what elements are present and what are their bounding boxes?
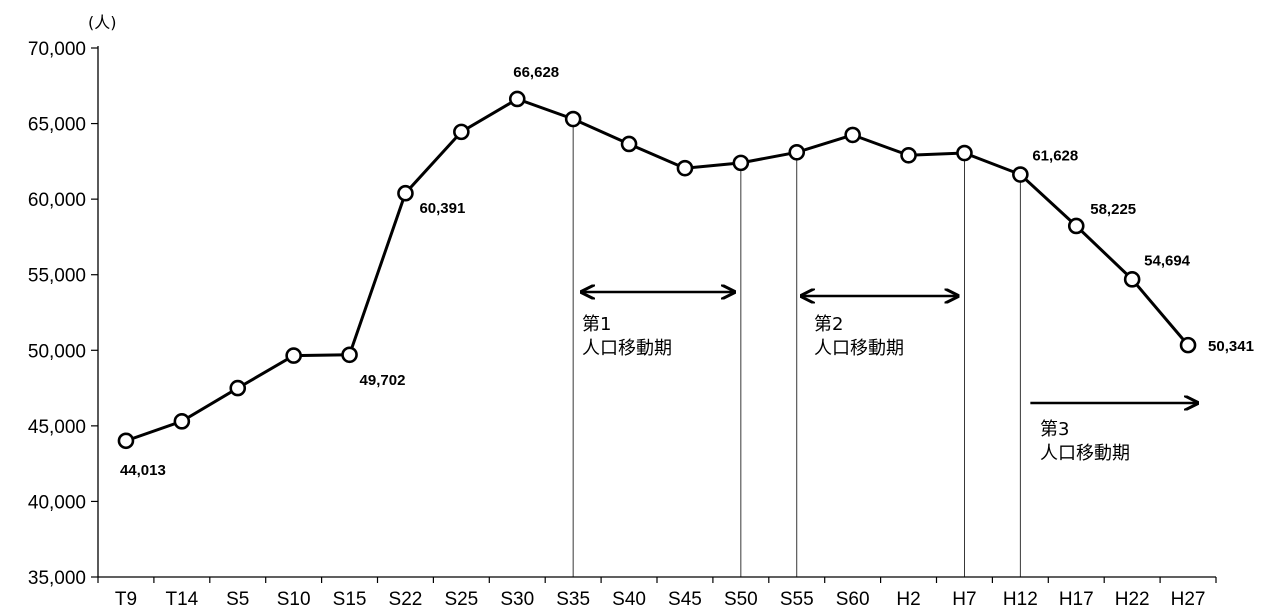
x-tick-label: S22: [389, 589, 423, 610]
data-point: [229, 379, 247, 397]
data-label: 66,628: [513, 64, 559, 81]
data-point: [285, 347, 302, 364]
x-tick-label: S10: [277, 589, 311, 610]
data-labels: 44,013 49,702 60,391 66,628 61,628 58,225 54,6…: [120, 64, 1254, 479]
x-tick-label: S60: [836, 589, 870, 610]
annotation-line2: 人口移動期: [1040, 443, 1130, 464]
period-dividers: [572, 119, 1021, 577]
x-tick-label: S25: [444, 589, 478, 610]
y-tick-label: 60,000: [28, 190, 86, 211]
data-label: 61,628: [1032, 148, 1078, 165]
x-tick-label: H22: [1115, 589, 1150, 610]
x-tick-label: S5: [226, 589, 249, 610]
data-point: [844, 126, 861, 144]
data-point: [956, 144, 973, 162]
y-tick-label: 50,000: [28, 341, 86, 362]
x-tick-label: H7: [952, 589, 976, 610]
annotation-line1: 第1: [582, 314, 611, 335]
data-point: [1179, 336, 1197, 354]
x-tick-label: H17: [1059, 589, 1094, 610]
data-label: 49,702: [360, 372, 406, 389]
data-point: [1123, 271, 1141, 288]
data-point: [508, 90, 526, 108]
data-point: [788, 143, 806, 161]
unit-label: (人): [88, 13, 117, 32]
data-point: [676, 159, 694, 177]
y-tick-label: 45,000: [28, 417, 86, 438]
data-label: 50,341: [1208, 338, 1254, 355]
axes: 35,000 40,000 45,000 50,000 55,000 60,000 65,0…: [28, 39, 1217, 610]
data-point: [732, 154, 750, 172]
x-tick-label: S15: [333, 589, 367, 610]
data-point: [173, 413, 191, 430]
y-tick-label: 35,000: [28, 568, 86, 589]
annotation-line1: 第3: [1040, 419, 1069, 440]
data-label: 60,391: [419, 200, 465, 217]
annotation-line1: 第2: [814, 314, 843, 335]
data-point: [900, 147, 917, 164]
data-point: [620, 135, 638, 153]
x-tick-label: T9: [115, 589, 137, 610]
data-point: [341, 346, 358, 364]
annotation-line2: 人口移動期: [814, 338, 904, 359]
annotation-line2: 人口移動期: [582, 338, 672, 359]
data-point: [397, 184, 414, 202]
data-point: [453, 123, 470, 141]
data-label: 54,694: [1144, 252, 1191, 269]
x-tick-label: H27: [1171, 589, 1206, 610]
x-tick-label: S50: [724, 589, 758, 610]
series-line: [125, 97, 1190, 443]
data-point: [564, 110, 582, 128]
data-label: 44,013: [120, 462, 166, 479]
data-label: 58,225: [1090, 201, 1136, 218]
x-tick-label: S45: [668, 589, 702, 610]
y-tick-label: 65,000: [28, 115, 86, 136]
x-tick-label: H12: [1003, 589, 1038, 610]
data-point: [1067, 217, 1085, 235]
x-tick-label: T14: [165, 589, 198, 610]
y-tick-label: 40,000: [28, 492, 86, 513]
x-tick-label: S35: [556, 589, 590, 610]
x-tick-label: S55: [780, 589, 814, 610]
x-tick-label: S30: [500, 589, 534, 610]
x-tick-label: S40: [612, 589, 646, 610]
x-tick-label: H2: [896, 589, 920, 610]
y-tick-label: 70,000: [28, 39, 86, 60]
series: [117, 90, 1197, 450]
y-tick-label: 55,000: [28, 266, 86, 287]
data-point: [1012, 166, 1029, 183]
data-point: [117, 432, 135, 450]
